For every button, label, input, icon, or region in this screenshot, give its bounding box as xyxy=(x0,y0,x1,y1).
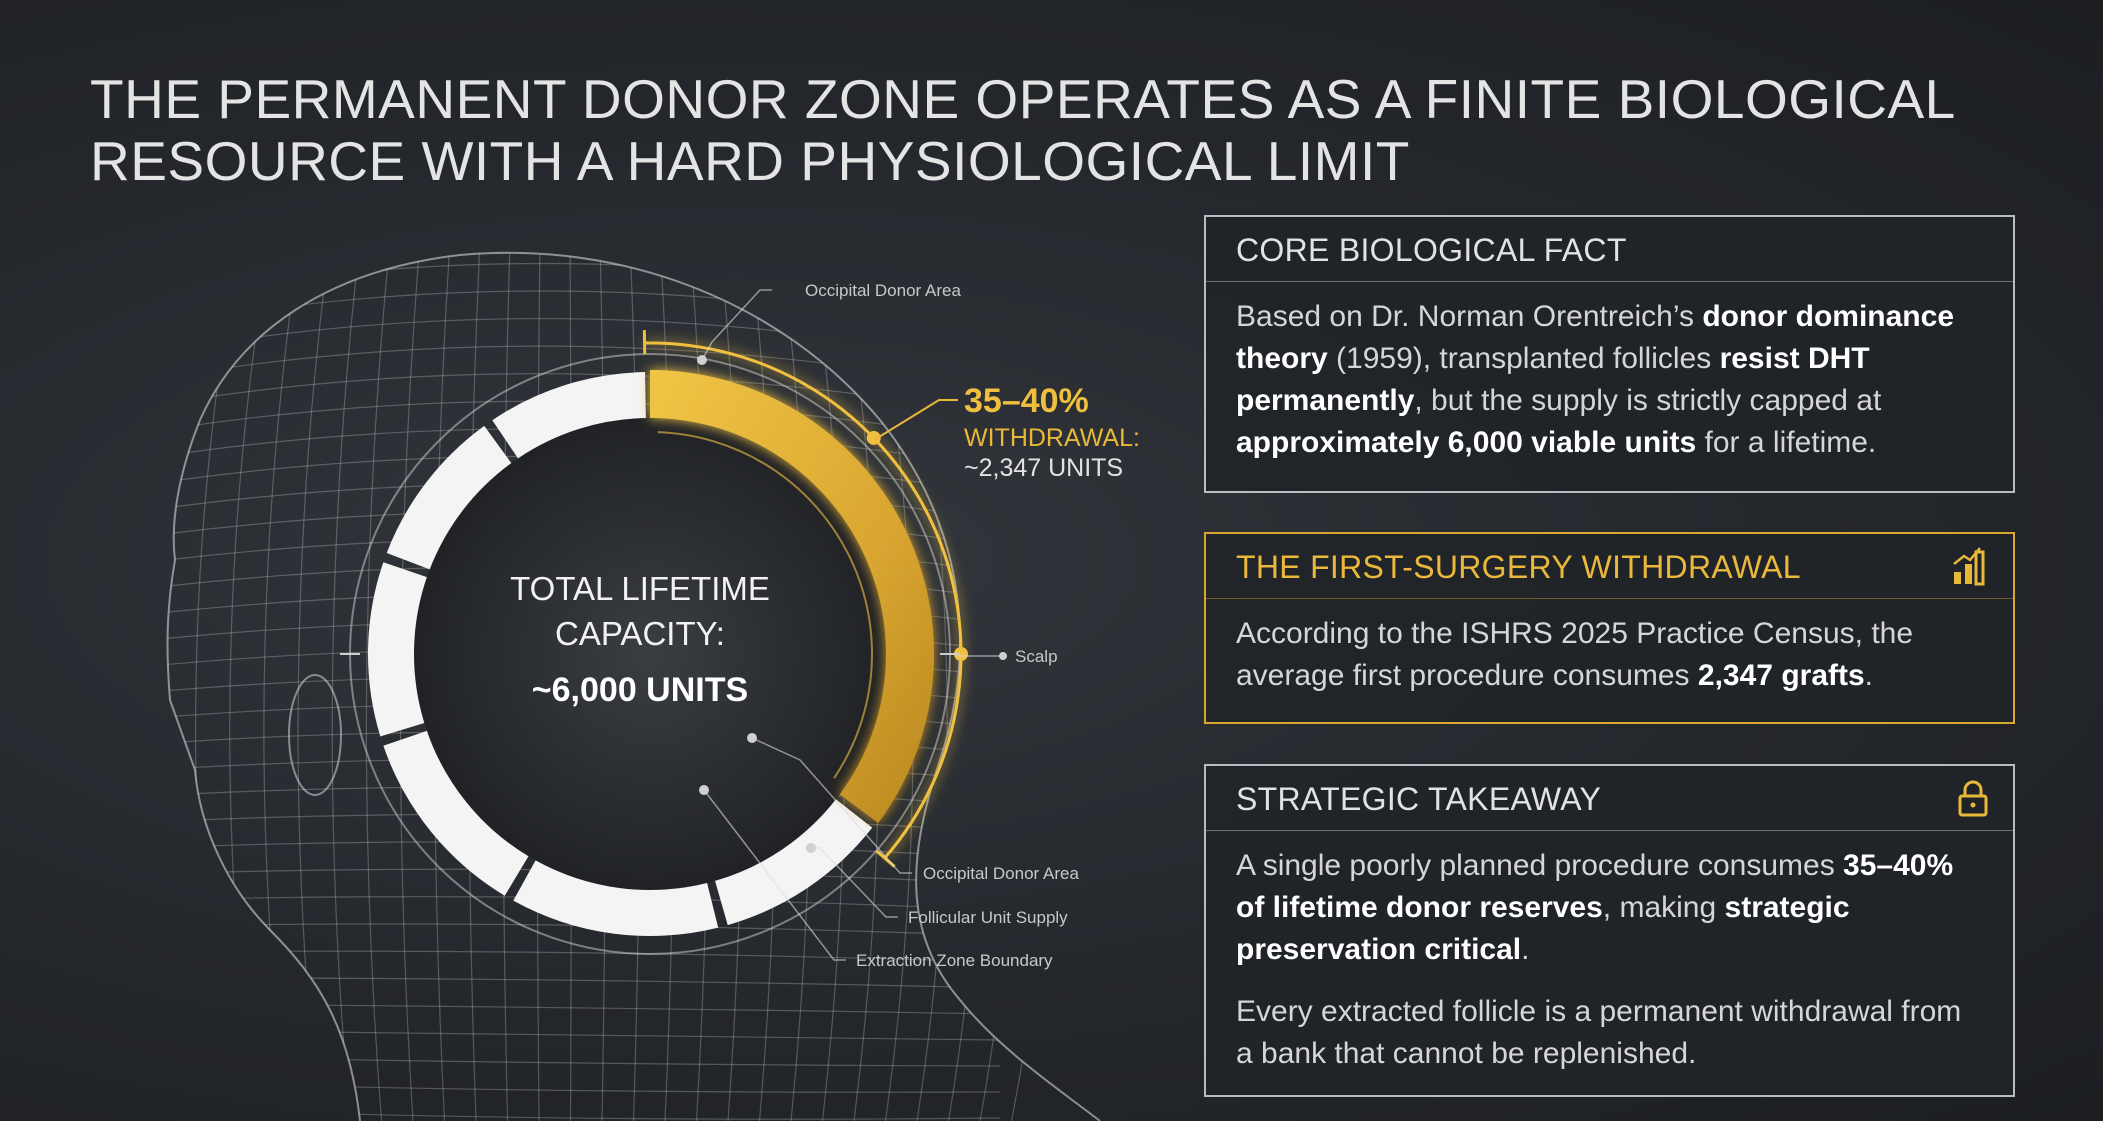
center-text: CAPACITY: xyxy=(555,615,725,652)
title: THE PERMANENT DONOR ZONE OPERATES AS A F… xyxy=(90,68,1956,192)
bold-text: 2,347 grafts xyxy=(1697,659,1865,692)
text: . xyxy=(1521,933,1530,966)
callout-leader xyxy=(873,399,958,441)
title-line: RESOURCE WITH A HARD PHYSIOLOGICAL LIMIT xyxy=(90,130,1410,192)
wire xyxy=(167,317,1001,365)
wire xyxy=(365,252,391,1121)
ring-segment-highlight xyxy=(650,370,934,823)
ring-segment xyxy=(383,730,529,896)
gold-arc xyxy=(644,341,963,860)
card-heading: STRATEGIC TAKEAWAY xyxy=(1206,766,2013,831)
card-heading: CORE BIOLOGICAL FACT xyxy=(1206,217,2013,282)
wire xyxy=(167,1029,1001,1041)
ring-segment xyxy=(386,425,512,570)
wire xyxy=(167,977,1001,989)
chart-icon xyxy=(1953,547,1985,586)
label-dots xyxy=(697,355,1007,853)
annotation: Follicular Unit Supply xyxy=(908,908,1068,927)
bold-text: approximately 6,000 viable units xyxy=(1236,426,1697,459)
text: Based on Dr. Norman Orentreich’s xyxy=(1236,300,1703,333)
card-text: According to the ISHRS 2025 Practice Cen… xyxy=(1236,613,1983,697)
annotation: Occipital Donor Area xyxy=(805,281,961,300)
annotation: Occipital Donor Area xyxy=(923,864,1079,883)
wire xyxy=(929,252,982,1121)
wire xyxy=(93,240,150,1121)
text: According to the ISHRS 2025 Practice Cen… xyxy=(1236,617,1914,692)
ring-segment xyxy=(492,372,646,459)
text: for a lifetime. xyxy=(1696,426,1877,459)
ear xyxy=(288,674,342,796)
arc-dot xyxy=(866,430,881,445)
wire xyxy=(167,252,1001,287)
text: , making xyxy=(1602,891,1725,924)
center-text: TOTAL LIFETIME xyxy=(510,570,770,607)
bold-text: donor dominance theory xyxy=(1236,300,1955,375)
annotation: Scalp xyxy=(1015,647,1058,666)
bold-text: resist DHT permanently xyxy=(1236,342,1870,417)
wire xyxy=(959,252,1017,1121)
callout-percent: 35–40% xyxy=(964,382,1089,420)
inner-arc xyxy=(657,431,873,779)
wire xyxy=(167,1107,1001,1120)
text: , but the supply is strictly capped at xyxy=(1414,384,1882,417)
card-text: A single poorly planned procedure consum… xyxy=(1236,845,1983,971)
wire xyxy=(167,1003,1001,1015)
callout-units: ~2,347 UNITS xyxy=(964,454,1123,482)
ring-center xyxy=(414,418,886,890)
card: CORE BIOLOGICAL FACT Based on Dr. Norman … xyxy=(1204,215,2015,493)
text: . xyxy=(1864,659,1874,692)
ring-segment xyxy=(715,799,873,926)
callout-label: WITHDRAWAL: xyxy=(964,424,1140,452)
wire xyxy=(167,252,1001,261)
bold-text: strategic preservation critical xyxy=(1236,891,1850,966)
card-text: Every extracted follicle is a permanent … xyxy=(1236,991,1983,1075)
card-text: Based on Dr. Norman Orentreich’s donor d… xyxy=(1236,296,1983,464)
head-outline xyxy=(166,251,1101,1121)
bold-text: 35–40% of lifetime donor reserves xyxy=(1236,849,1954,924)
title-line: THE PERMANENT DONOR ZONE OPERATES AS A F… xyxy=(90,68,1956,130)
arc-dot xyxy=(954,647,968,661)
ring-segment xyxy=(513,860,719,936)
card: THE FIRST-SURGERY WITHDRAWAL According to… xyxy=(1204,532,2015,724)
wire xyxy=(263,252,301,1121)
text: A single poorly planned procedure consum… xyxy=(1236,849,1844,882)
donut-ring xyxy=(340,330,968,936)
wire xyxy=(167,1081,1001,1093)
wire xyxy=(989,252,1051,1121)
wire xyxy=(331,252,361,1121)
wire xyxy=(167,1055,1001,1067)
card: STRATEGIC TAKEAWAY A single poorly planne… xyxy=(1204,764,2015,1097)
lock-icon xyxy=(1958,780,1988,817)
wire xyxy=(194,252,241,1121)
annotation: Extraction Zone Boundary xyxy=(856,951,1053,970)
text: Every extracted follicle is a permanent … xyxy=(1236,995,1962,1070)
wire xyxy=(167,252,181,1121)
wire xyxy=(167,923,1001,937)
center-text: ~6,000 UNITS xyxy=(532,671,748,709)
card-heading: THE FIRST-SURGERY WITHDRAWAL xyxy=(1206,534,2013,599)
ring-segment xyxy=(368,562,427,737)
text: (1959), transplanted follicles xyxy=(1327,342,1720,375)
